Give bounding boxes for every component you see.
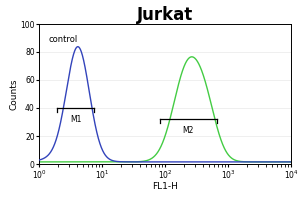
Text: control: control — [49, 35, 78, 44]
Y-axis label: Counts: Counts — [10, 78, 19, 110]
Text: M1: M1 — [70, 115, 81, 124]
X-axis label: FL1-H: FL1-H — [152, 182, 178, 191]
Text: M2: M2 — [183, 126, 194, 135]
Title: Jurkat: Jurkat — [137, 6, 193, 24]
